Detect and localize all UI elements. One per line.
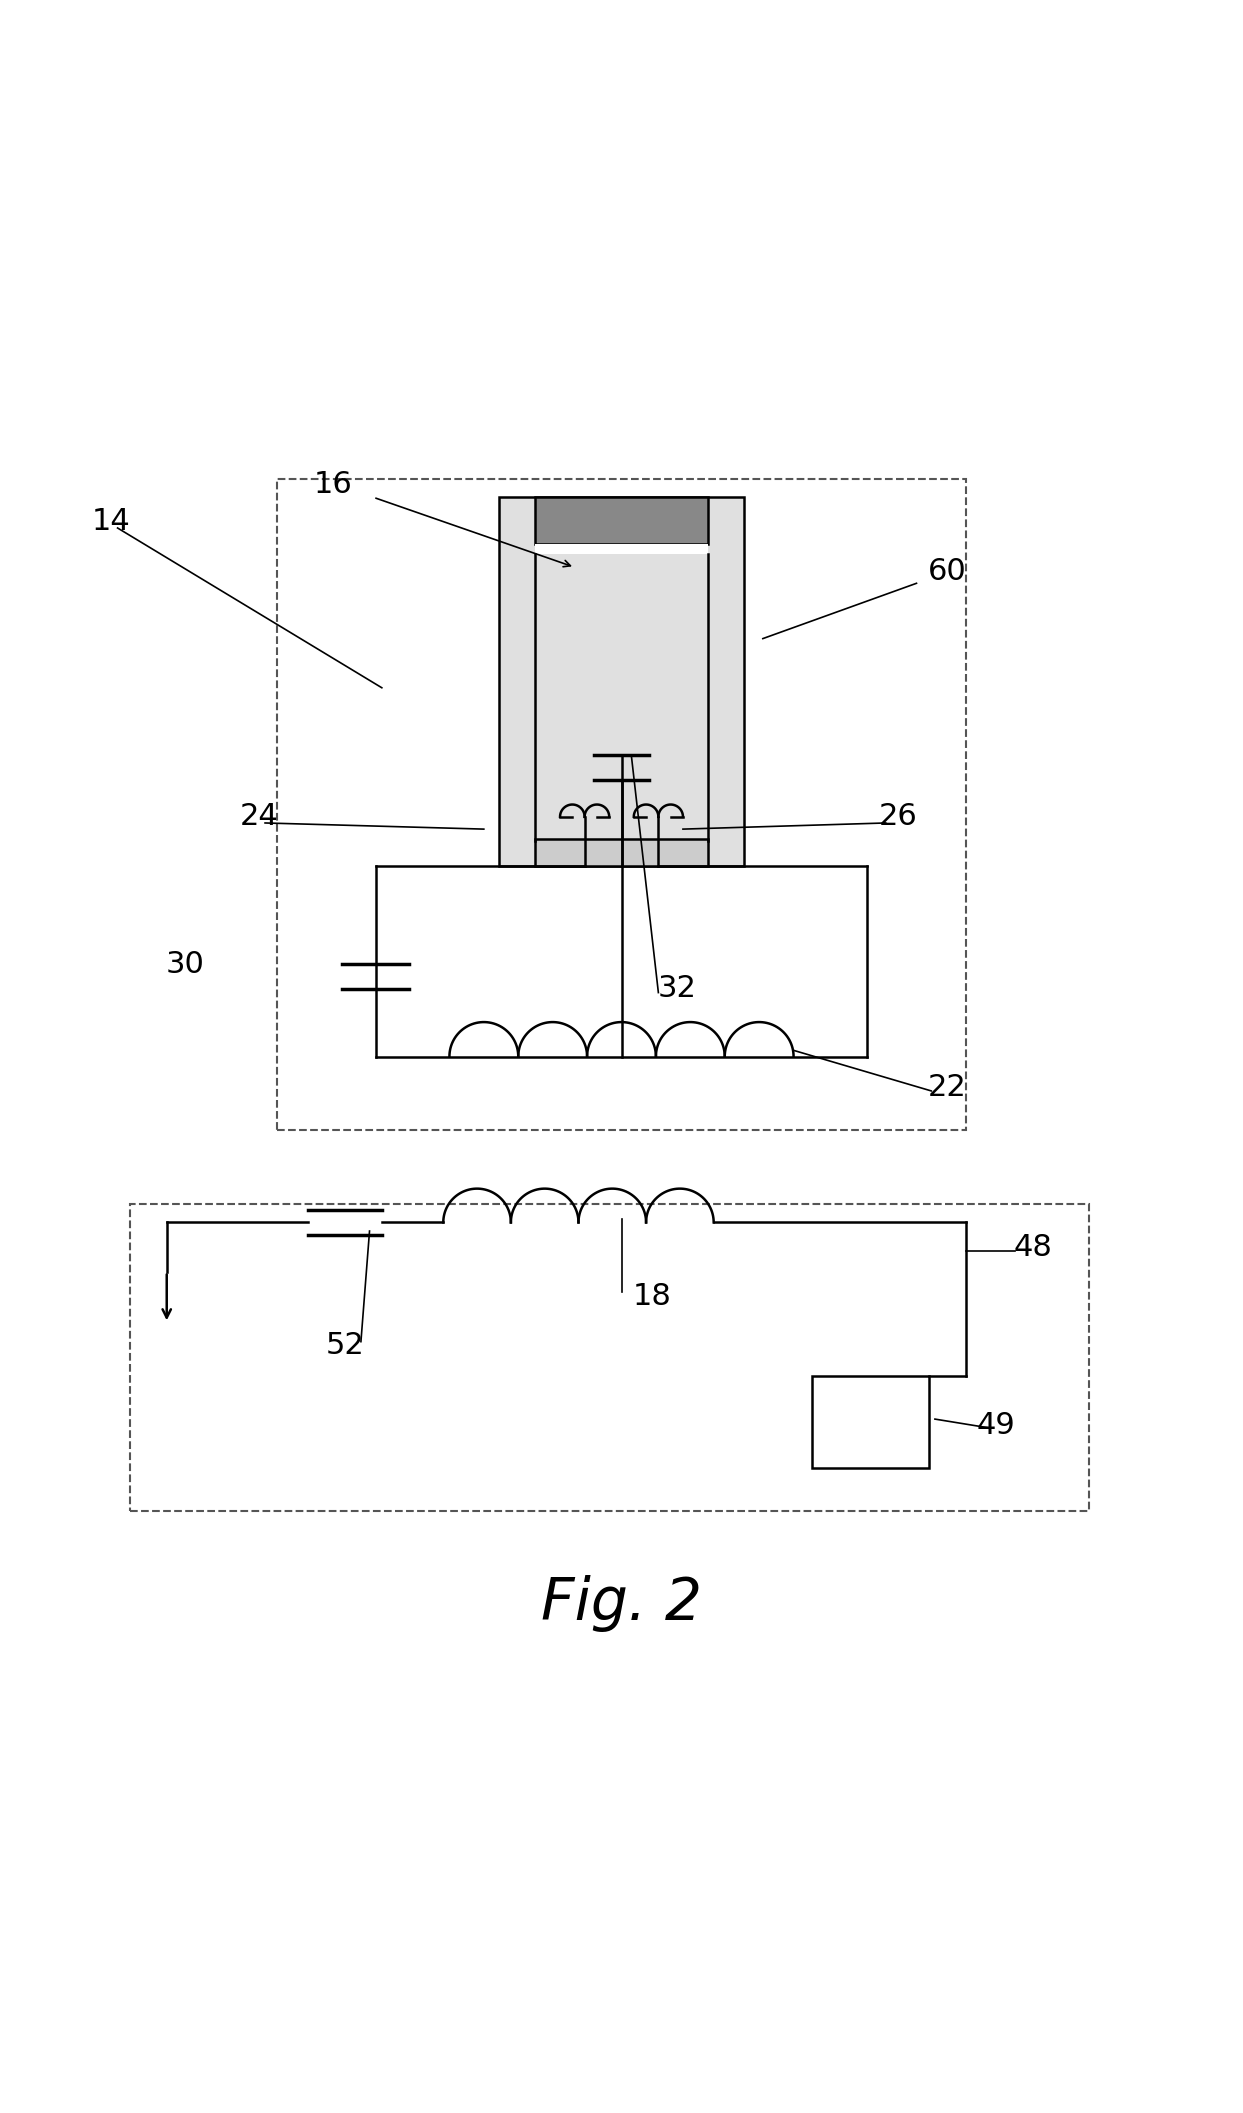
- Bar: [536, 839, 707, 866]
- Bar: [277, 480, 966, 1130]
- Bar: [536, 543, 707, 554]
- Text: 48: 48: [1014, 1232, 1053, 1261]
- Text: 24: 24: [240, 803, 278, 830]
- Bar: [129, 1204, 1089, 1511]
- Text: 18: 18: [633, 1283, 671, 1310]
- Bar: [536, 497, 707, 543]
- Text: Fig. 2: Fig. 2: [541, 1574, 702, 1631]
- Bar: [812, 1376, 929, 1469]
- Text: 52: 52: [326, 1331, 364, 1361]
- Text: 49: 49: [977, 1411, 1016, 1439]
- Text: 30: 30: [165, 951, 205, 978]
- Text: 16: 16: [313, 471, 352, 499]
- Text: 60: 60: [927, 556, 967, 585]
- Text: 26: 26: [879, 803, 917, 830]
- Bar: [498, 497, 745, 866]
- Text: 14: 14: [92, 507, 131, 537]
- Text: 22: 22: [927, 1073, 967, 1101]
- Text: 32: 32: [658, 974, 696, 1004]
